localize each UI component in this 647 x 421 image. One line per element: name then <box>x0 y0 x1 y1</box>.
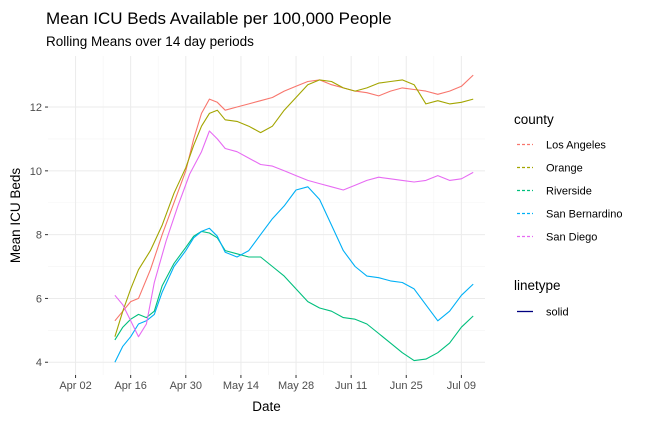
x-tick-label: Apr 02 <box>59 380 91 392</box>
x-tick-label: May 28 <box>278 380 314 392</box>
chart-title: Mean ICU Beds Available per 100,000 Peop… <box>46 9 392 28</box>
y-tick-label: 10 <box>30 166 42 178</box>
legend-linetype-title: linetype <box>514 278 561 293</box>
series-line-orange <box>114 79 474 337</box>
legend: county Los Angeles Orange Riverside San Ber… <box>514 112 622 319</box>
chart-subtitle: Rolling Means over 14 day periods <box>46 34 254 49</box>
legend-label-linetype-solid: solid <box>546 307 569 319</box>
series-lines <box>114 74 474 363</box>
series-line-san-diego <box>114 130 474 338</box>
x-tick-label: Apr 16 <box>114 380 146 392</box>
plot-panel <box>48 56 485 375</box>
y-axis-ticks: 4 6 8 10 12 <box>30 102 48 369</box>
y-tick-label: 6 <box>36 293 42 305</box>
legend-items: Los Angeles Orange Riverside San Bernardino… <box>517 140 622 244</box>
x-tick-label: Jun 25 <box>390 380 423 392</box>
x-axis-ticks: Apr 02 Apr 16 Apr 30 May 14 May 28 Jun 11 Jun … <box>59 375 476 392</box>
x-axis-title: Date <box>252 399 281 414</box>
legend-label-san-bernardino: San Bernardino <box>546 209 622 221</box>
y-axis-title: Mean ICU Beds <box>8 168 23 264</box>
legend-label-san-diego: San Diego <box>546 232 597 244</box>
x-tick-label: Apr 30 <box>170 380 202 392</box>
y-tick-label: 4 <box>36 357 42 369</box>
x-tick-label: Jul 09 <box>447 380 476 392</box>
x-tick-label: Jun 11 <box>335 380 367 392</box>
y-tick-label: 12 <box>30 102 42 114</box>
legend-label-riverside: Riverside <box>546 186 592 198</box>
x-tick-label: May 14 <box>223 380 259 392</box>
legend-label-los-angeles: Los Angeles <box>546 140 606 152</box>
series-line-san-bernardino <box>114 186 474 363</box>
series-line-riverside <box>114 230 474 362</box>
y-tick-label: 8 <box>36 230 42 242</box>
legend-title: county <box>514 112 554 127</box>
grid-lines <box>48 56 485 375</box>
series-line-los-angeles <box>114 74 474 322</box>
legend-label-orange: Orange <box>546 163 583 175</box>
